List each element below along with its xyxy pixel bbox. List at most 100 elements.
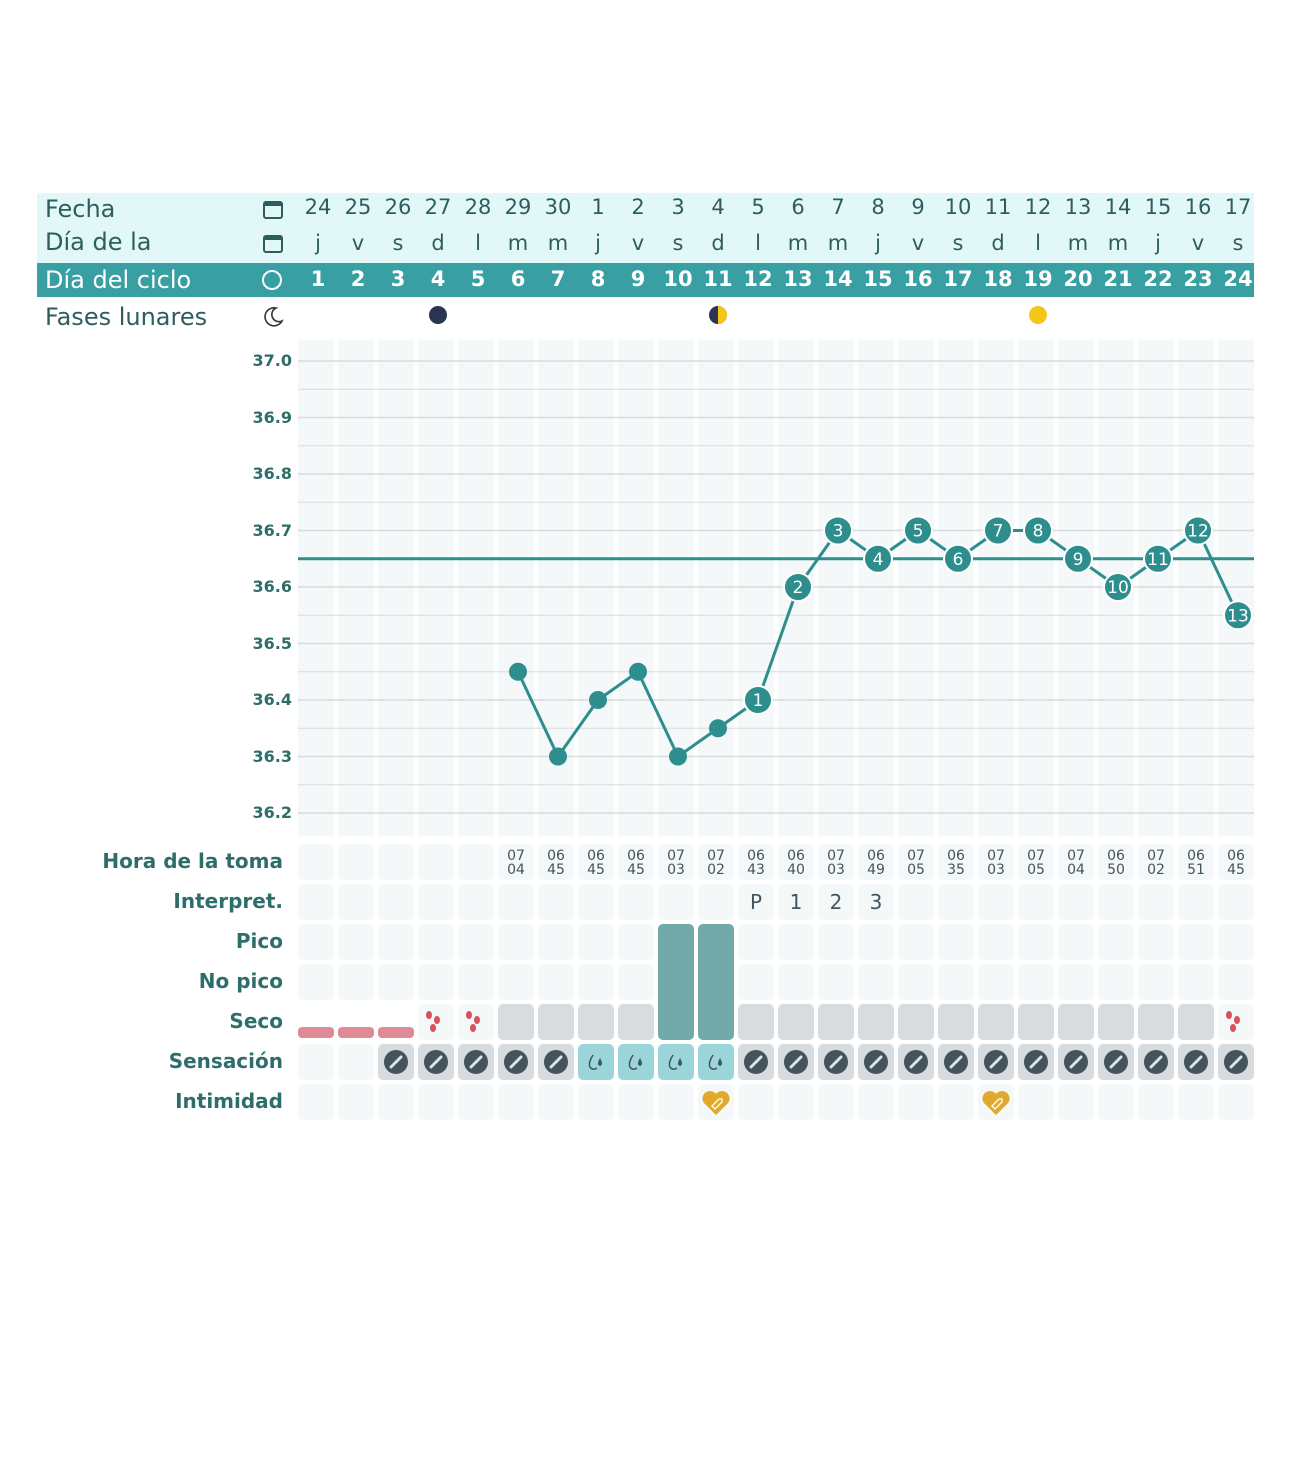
- pico-cell[interactable]: [1178, 924, 1214, 960]
- chart-column[interactable]: [298, 340, 334, 836]
- sens-cell[interactable]: [418, 1044, 454, 1080]
- cycle-day-cell[interactable]: 4: [430, 267, 446, 291]
- cycle-day-cell[interactable]: 9: [630, 267, 646, 291]
- pico-cell[interactable]: [978, 924, 1014, 960]
- nopico-cell[interactable]: [378, 964, 414, 1000]
- sens-cell[interactable]: [578, 1044, 614, 1080]
- pico-cell[interactable]: [738, 924, 774, 960]
- interpret-cell[interactable]: 3: [858, 884, 894, 920]
- interpret-cell[interactable]: [578, 884, 614, 920]
- temperature-point[interactable]: [1063, 543, 1093, 574]
- hora-cell[interactable]: 06 45: [1218, 844, 1254, 880]
- chart-column[interactable]: [1058, 340, 1094, 836]
- seco-cell[interactable]: [1178, 1004, 1214, 1040]
- cycle-day-cell[interactable]: 23: [1183, 267, 1213, 291]
- date-cell[interactable]: 2: [631, 195, 645, 219]
- date-cell[interactable]: 3: [671, 195, 685, 219]
- nopico-cell[interactable]: [738, 964, 774, 1000]
- interpret-cell[interactable]: [418, 884, 454, 920]
- pico-cell[interactable]: [538, 924, 574, 960]
- cycle-day-cell[interactable]: 19: [1023, 267, 1053, 291]
- seco-cell[interactable]: [1058, 1004, 1094, 1040]
- nopico-cell[interactable]: [578, 964, 614, 1000]
- date-cell[interactable]: 12: [1024, 195, 1052, 219]
- sens-cell[interactable]: [1018, 1044, 1054, 1080]
- seco-cell[interactable]: [938, 1004, 974, 1040]
- hora-cell[interactable]: 07 04: [1058, 844, 1094, 880]
- interpret-cell[interactable]: [538, 884, 574, 920]
- seco-cell[interactable]: [418, 1004, 454, 1040]
- cycle-day-cell[interactable]: 20: [1063, 267, 1093, 291]
- interpret-cell[interactable]: [298, 884, 334, 920]
- pico-cell[interactable]: [1018, 924, 1054, 960]
- sens-cell[interactable]: [1058, 1044, 1094, 1080]
- temperature-point[interactable]: [509, 662, 527, 681]
- pico-cell[interactable]: [898, 924, 934, 960]
- sens-cell[interactable]: [338, 1044, 374, 1080]
- pico-cell[interactable]: [938, 924, 974, 960]
- interpret-cell[interactable]: [378, 884, 414, 920]
- temperature-point[interactable]: [669, 747, 687, 766]
- date-cell[interactable]: 7: [831, 195, 845, 219]
- date-cell[interactable]: 8: [871, 195, 885, 219]
- hora-cell[interactable]: [378, 844, 414, 880]
- interpret-cell[interactable]: [938, 884, 974, 920]
- temperature-point[interactable]: [823, 515, 853, 546]
- cycle-day-cell[interactable]: 3: [390, 267, 406, 291]
- chart-column[interactable]: [578, 340, 614, 836]
- pico-cell[interactable]: [1058, 924, 1094, 960]
- interpret-cell[interactable]: 2: [818, 884, 854, 920]
- interpret-cell[interactable]: [1138, 884, 1174, 920]
- temperature-point[interactable]: [943, 543, 973, 574]
- interpret-cell[interactable]: [498, 884, 534, 920]
- pico-cell[interactable]: [858, 924, 894, 960]
- nopico-cell[interactable]: [1218, 964, 1254, 1000]
- cycle-day-cell[interactable]: 21: [1103, 267, 1133, 291]
- hora-cell[interactable]: [338, 844, 374, 880]
- interpret-cell[interactable]: [1178, 884, 1214, 920]
- chart-column[interactable]: [378, 340, 414, 836]
- hora-cell[interactable]: 07 03: [978, 844, 1014, 880]
- date-cell[interactable]: 14: [1104, 195, 1132, 219]
- sens-cell[interactable]: [538, 1044, 574, 1080]
- sens-cell[interactable]: [858, 1044, 894, 1080]
- chart-column[interactable]: [1138, 340, 1174, 836]
- cycle-day-cell[interactable]: 22: [1143, 267, 1173, 291]
- seco-cell[interactable]: [1018, 1004, 1054, 1040]
- interpret-cell[interactable]: [658, 884, 694, 920]
- nopico-cell[interactable]: [498, 964, 534, 1000]
- date-cell[interactable]: 15: [1144, 195, 1172, 219]
- intim-cell[interactable]: [338, 1084, 374, 1120]
- nopico-cell[interactable]: [538, 964, 574, 1000]
- temperature-point[interactable]: [1103, 572, 1133, 602]
- hora-cell[interactable]: 07 05: [898, 844, 934, 880]
- temperature-point[interactable]: [589, 691, 607, 709]
- chart-column[interactable]: [498, 340, 534, 836]
- chart-column[interactable]: [458, 340, 494, 836]
- hora-cell[interactable]: 07 03: [658, 844, 694, 880]
- seco-cell[interactable]: [1138, 1004, 1174, 1040]
- sens-cell[interactable]: [498, 1044, 534, 1080]
- date-cell[interactable]: 13: [1064, 195, 1092, 219]
- date-cell[interactable]: 5: [751, 195, 765, 219]
- intim-cell[interactable]: [1018, 1084, 1054, 1120]
- temperature-point[interactable]: [1143, 543, 1173, 574]
- date-cell[interactable]: 16: [1184, 195, 1212, 219]
- chart-column[interactable]: [938, 340, 974, 836]
- seco-cell[interactable]: [338, 1004, 374, 1040]
- nopico-cell[interactable]: [938, 964, 974, 1000]
- date-cell[interactable]: 29: [504, 195, 532, 219]
- chart-column[interactable]: [858, 340, 894, 836]
- pico-cell[interactable]: [498, 924, 534, 960]
- date-cell[interactable]: 25: [344, 195, 372, 219]
- seco-cell[interactable]: [898, 1004, 934, 1040]
- hora-cell[interactable]: 06 50: [1098, 844, 1134, 880]
- chart-column[interactable]: [818, 340, 854, 836]
- seco-cell[interactable]: [1098, 1004, 1134, 1040]
- interpret-cell[interactable]: [698, 884, 734, 920]
- intim-cell[interactable]: [898, 1084, 934, 1120]
- hora-cell[interactable]: 06 45: [618, 844, 654, 880]
- seco-cell[interactable]: [978, 1004, 1014, 1040]
- cycle-day-cell[interactable]: 2: [350, 267, 366, 291]
- cycle-day-cell[interactable]: 14: [823, 267, 853, 291]
